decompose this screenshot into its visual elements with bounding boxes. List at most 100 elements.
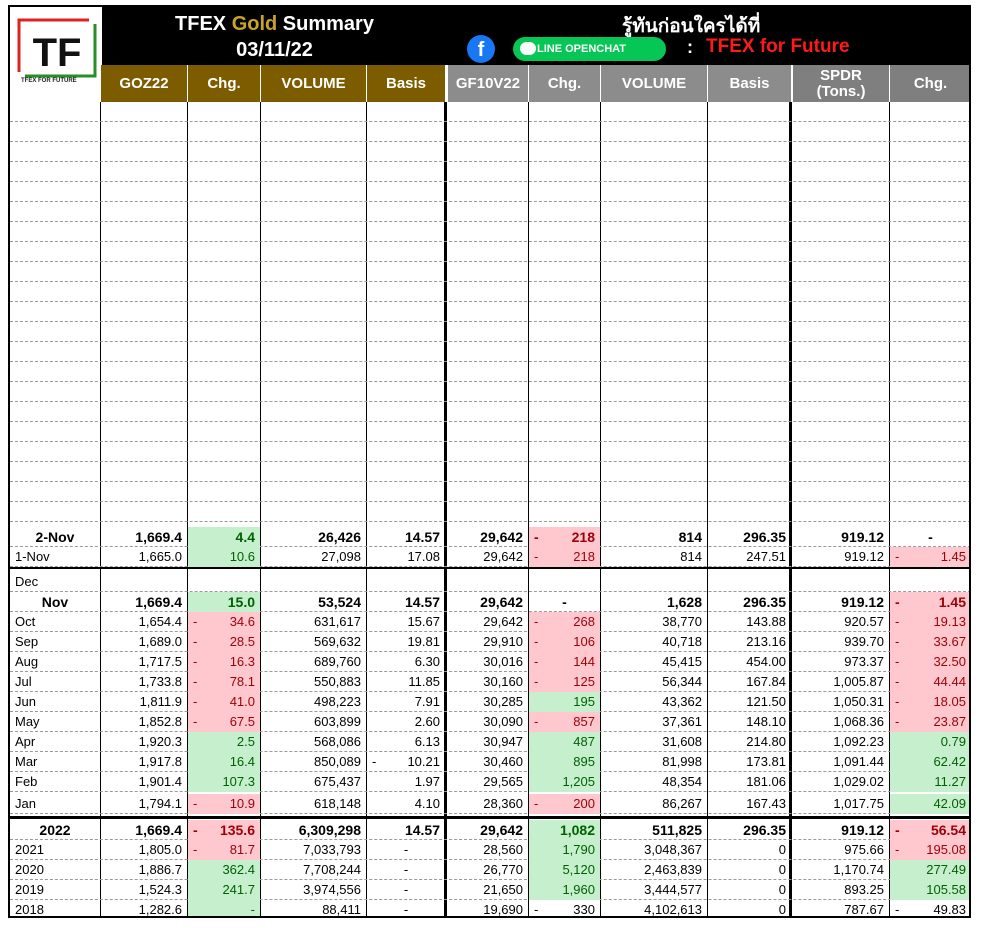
cell-value: 62.42	[933, 754, 966, 769]
table-cell: 277.49	[890, 860, 969, 880]
table-cell: - 44.44	[890, 672, 969, 692]
minus-sign: -	[895, 614, 900, 629]
table-cell: 173.81	[708, 752, 791, 772]
table-cell: 2.5	[188, 732, 260, 752]
cell-value: 568,086	[314, 734, 361, 749]
table-cell: 29,910	[448, 632, 528, 652]
column-divider	[187, 102, 188, 916]
cell-value: 814	[678, 529, 702, 545]
cell-value: 28,360	[483, 796, 523, 811]
minus-sign: -	[534, 634, 539, 649]
table-cell: - 10.21	[367, 752, 445, 772]
table-cell: 4,102,613	[601, 900, 707, 916]
table-cell: 43,362	[601, 692, 707, 712]
table-cell: 1,852.8	[101, 712, 187, 732]
table-cell: 1,669.4	[101, 527, 187, 547]
cell-value: 919.12	[844, 549, 884, 564]
table-cell: -	[367, 900, 445, 916]
table-cell: 29,565	[448, 772, 528, 792]
table-cell: 919.12	[793, 820, 889, 840]
table-cell: 5,120	[529, 860, 600, 880]
cell-value: 919.12	[841, 822, 884, 838]
column-divider	[600, 102, 601, 916]
column-header-9: SPDR (Tons.)	[792, 65, 889, 102]
table-cell: 11.85	[367, 672, 445, 692]
table-cell: 919.12	[793, 547, 889, 567]
section-divider	[444, 102, 447, 916]
cell-value: -	[250, 902, 255, 917]
table-cell: 30,016	[448, 652, 528, 672]
cell-value: 618,148	[314, 796, 361, 811]
table-cell: - 34.6	[188, 612, 260, 632]
cell-value: 81.7	[229, 842, 255, 857]
minus-sign: -	[193, 796, 198, 811]
row-label: 2019	[15, 882, 44, 897]
cell-value: 975.66	[844, 842, 884, 857]
table-cell: 0	[708, 860, 791, 880]
empty-row	[10, 162, 969, 182]
table-cell	[708, 572, 791, 592]
cell-value: 1,669.4	[135, 822, 182, 838]
cell-value: 1,805.0	[138, 842, 182, 857]
table-row: Feb 1,901.4 107.3 675,437 1.97 29,565 1,205 48,…	[10, 772, 969, 792]
cell-value: 2.60	[414, 714, 440, 729]
table-row: 2018 1,282.6-88,411-19,690-330 4,102,613 0 7…	[10, 900, 969, 917]
cell-value: 603,899	[314, 714, 361, 729]
table-cell	[448, 572, 528, 592]
separator-colon: :	[687, 37, 693, 57]
cell-value: 16.3	[229, 654, 255, 669]
column-header-8: Basis	[707, 65, 791, 102]
table-cell: 167.43	[708, 794, 791, 814]
table-row: Jul 1,733.8-78.1 550,883 11.85 30,160-125 56,…	[10, 672, 969, 692]
cell-value: 1.45	[938, 594, 966, 610]
cell-value: 44.44	[933, 674, 966, 689]
cell-value: 56,344	[662, 674, 702, 689]
cell-value: 214.80	[746, 734, 786, 749]
minus-sign: -	[193, 634, 198, 649]
cell-value: 48,354	[662, 774, 702, 789]
cell-value: 31,608	[662, 734, 702, 749]
cell-value: 3,444,577	[644, 882, 702, 897]
table-cell: 14.57	[367, 527, 445, 547]
table-row: Aug 1,717.5-16.3 689,760 6.30 30,016-144 45,4…	[10, 652, 969, 672]
table-cell: 62.42	[890, 752, 969, 772]
cell-value: 241.7	[222, 882, 255, 897]
table-cell: - 18.05	[890, 692, 969, 712]
cell-value: 30,285	[483, 694, 523, 709]
table-cell: - 125	[529, 672, 600, 692]
cell-value: 1,282.6	[138, 902, 182, 917]
row-label: Jun	[15, 694, 36, 709]
table-cell: 1,794.1	[101, 794, 187, 814]
table-cell: - 106	[529, 632, 600, 652]
logo: TF TFEX FOR FUTURE	[11, 8, 101, 100]
empty-row	[10, 482, 969, 502]
empty-row	[10, 402, 969, 422]
cell-value: 1,852.8	[138, 714, 182, 729]
cell-value: 1,717.5	[138, 654, 182, 669]
table-cell: 2.60	[367, 712, 445, 732]
table-row: Mar 1,917.8 16.4 850,089- 10.21 30,460 895 81,9…	[10, 752, 969, 772]
cell-value: 173.81	[746, 754, 786, 769]
facebook-icon[interactable]: f	[467, 35, 495, 63]
cell-value: 850,089	[314, 754, 361, 769]
cell-value: 1,794.1	[138, 796, 182, 811]
cell-value: 43,362	[662, 694, 702, 709]
cell-value: 973.37	[844, 654, 884, 669]
table-cell: 973.37	[793, 652, 889, 672]
cell-value: 1,068.36	[833, 714, 884, 729]
cell-value: 6.13	[414, 734, 440, 749]
table-row: 1-Nov 1,665.0 10.6 27,098 17.08 29,642-218 814…	[10, 547, 969, 567]
table-cell: 48,354	[601, 772, 707, 792]
table-cell: 121.50	[708, 692, 791, 712]
table-cell: - 32.50	[890, 652, 969, 672]
table-cell: - 23.87	[890, 712, 969, 732]
table-cell: 893.25	[793, 880, 889, 900]
table-cell: 1,068.36	[793, 712, 889, 732]
table-row: Jun 1,811.9-41.0 498,223 7.91 30,285 195 43,36…	[10, 692, 969, 712]
line-openchat-button[interactable]: LINE OPENCHAT	[513, 37, 666, 61]
table-cell: 1,805.0	[101, 840, 187, 860]
table-cell: -	[188, 900, 260, 917]
empty-row	[10, 322, 969, 342]
table-cell: 2,463,839	[601, 860, 707, 880]
cell-value: 29,642	[480, 594, 523, 610]
